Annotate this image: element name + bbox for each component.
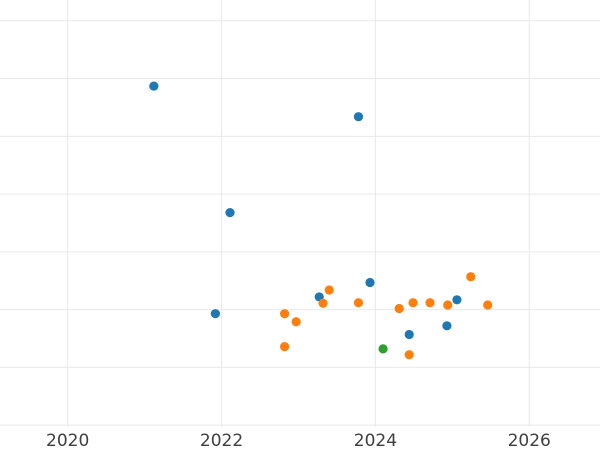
scatter-point-orange: [404, 350, 414, 360]
scatter-point-blue: [452, 295, 462, 305]
scatter-point-orange: [324, 285, 334, 295]
scatter-point-orange: [443, 300, 453, 310]
scatter-point-blue: [404, 329, 414, 340]
scatter-point-orange: [280, 341, 290, 352]
scatter-point-orange: [291, 317, 301, 327]
scatter-point-green: [378, 344, 388, 354]
scatter-point-orange: [353, 298, 364, 308]
scatter-point-orange: [318, 298, 328, 308]
scatter-point-blue: [365, 277, 375, 288]
scatter-point-blue: [225, 207, 235, 218]
x-tick-label: 2022: [200, 431, 243, 450]
x-tick-label: 2024: [354, 431, 397, 450]
scatter-point-blue: [149, 81, 159, 91]
scatter-point-orange: [425, 298, 435, 308]
scatter-point-orange: [394, 303, 404, 314]
x-tick-label: 2026: [508, 431, 551, 450]
scatter-point-orange: [408, 298, 418, 308]
scatter-point-orange: [466, 272, 476, 282]
scatter-point-orange: [280, 309, 290, 319]
scatter-point-blue: [442, 321, 452, 331]
scatter-point-orange: [483, 300, 493, 310]
x-tick-label: 2020: [46, 431, 89, 450]
scatter-point-blue: [353, 112, 364, 122]
scatter-point-blue: [210, 309, 220, 319]
